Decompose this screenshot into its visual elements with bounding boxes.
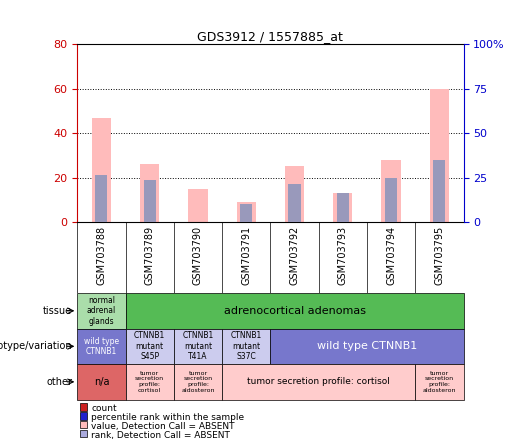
Text: n/a: n/a [94,377,109,387]
Text: genotype/variation: genotype/variation [0,341,72,351]
Text: CTNNB1
mutant
S37C: CTNNB1 mutant S37C [231,331,262,361]
Bar [236,202,256,222]
Bar [337,193,349,222]
Text: other: other [46,377,72,387]
Bar [333,193,352,222]
Bar [430,89,449,222]
Bar [385,178,397,222]
Text: CTNNB1
mutant
T41A: CTNNB1 mutant T41A [182,331,214,361]
Title: GDS3912 / 1557885_at: GDS3912 / 1557885_at [197,30,344,43]
Text: GSM703792: GSM703792 [289,226,300,285]
Text: wild type
CTNNB1: wild type CTNNB1 [84,337,119,356]
Bar [382,160,401,222]
Text: tumor
secretion
profile:
aldosteron: tumor secretion profile: aldosteron [423,371,456,393]
Bar [92,118,111,222]
Bar [433,160,445,222]
Text: value, Detection Call = ABSENT: value, Detection Call = ABSENT [91,422,235,431]
Text: GSM703791: GSM703791 [241,226,251,285]
Text: GSM703794: GSM703794 [386,226,396,285]
Bar [144,180,156,222]
Text: tumor
secretion
profile:
aldosteron: tumor secretion profile: aldosteron [181,371,215,393]
Text: GSM703788: GSM703788 [96,226,107,285]
Text: GSM703793: GSM703793 [338,226,348,285]
Text: GSM703795: GSM703795 [434,226,444,285]
Text: CTNNB1
mutant
S45P: CTNNB1 mutant S45P [134,331,165,361]
Bar [140,164,159,222]
Bar [188,189,208,222]
Text: GSM703790: GSM703790 [193,226,203,285]
Text: normal
adrenal
glands: normal adrenal glands [87,296,116,326]
Bar [240,204,252,222]
Bar [285,166,304,222]
Bar [288,184,301,222]
Text: percentile rank within the sample: percentile rank within the sample [91,413,244,422]
Text: rank, Detection Call = ABSENT: rank, Detection Call = ABSENT [91,431,230,440]
Text: tumor secretion profile: cortisol: tumor secretion profile: cortisol [247,377,390,386]
Text: GSM703789: GSM703789 [145,226,154,285]
Text: count: count [91,404,117,413]
Text: tumor
secretion
profile:
cortisol: tumor secretion profile: cortisol [135,371,164,393]
Text: wild type CTNNB1: wild type CTNNB1 [317,341,417,351]
Text: tissue: tissue [43,306,72,316]
Bar [95,175,108,222]
Text: adrenocortical adenomas: adrenocortical adenomas [224,306,366,316]
